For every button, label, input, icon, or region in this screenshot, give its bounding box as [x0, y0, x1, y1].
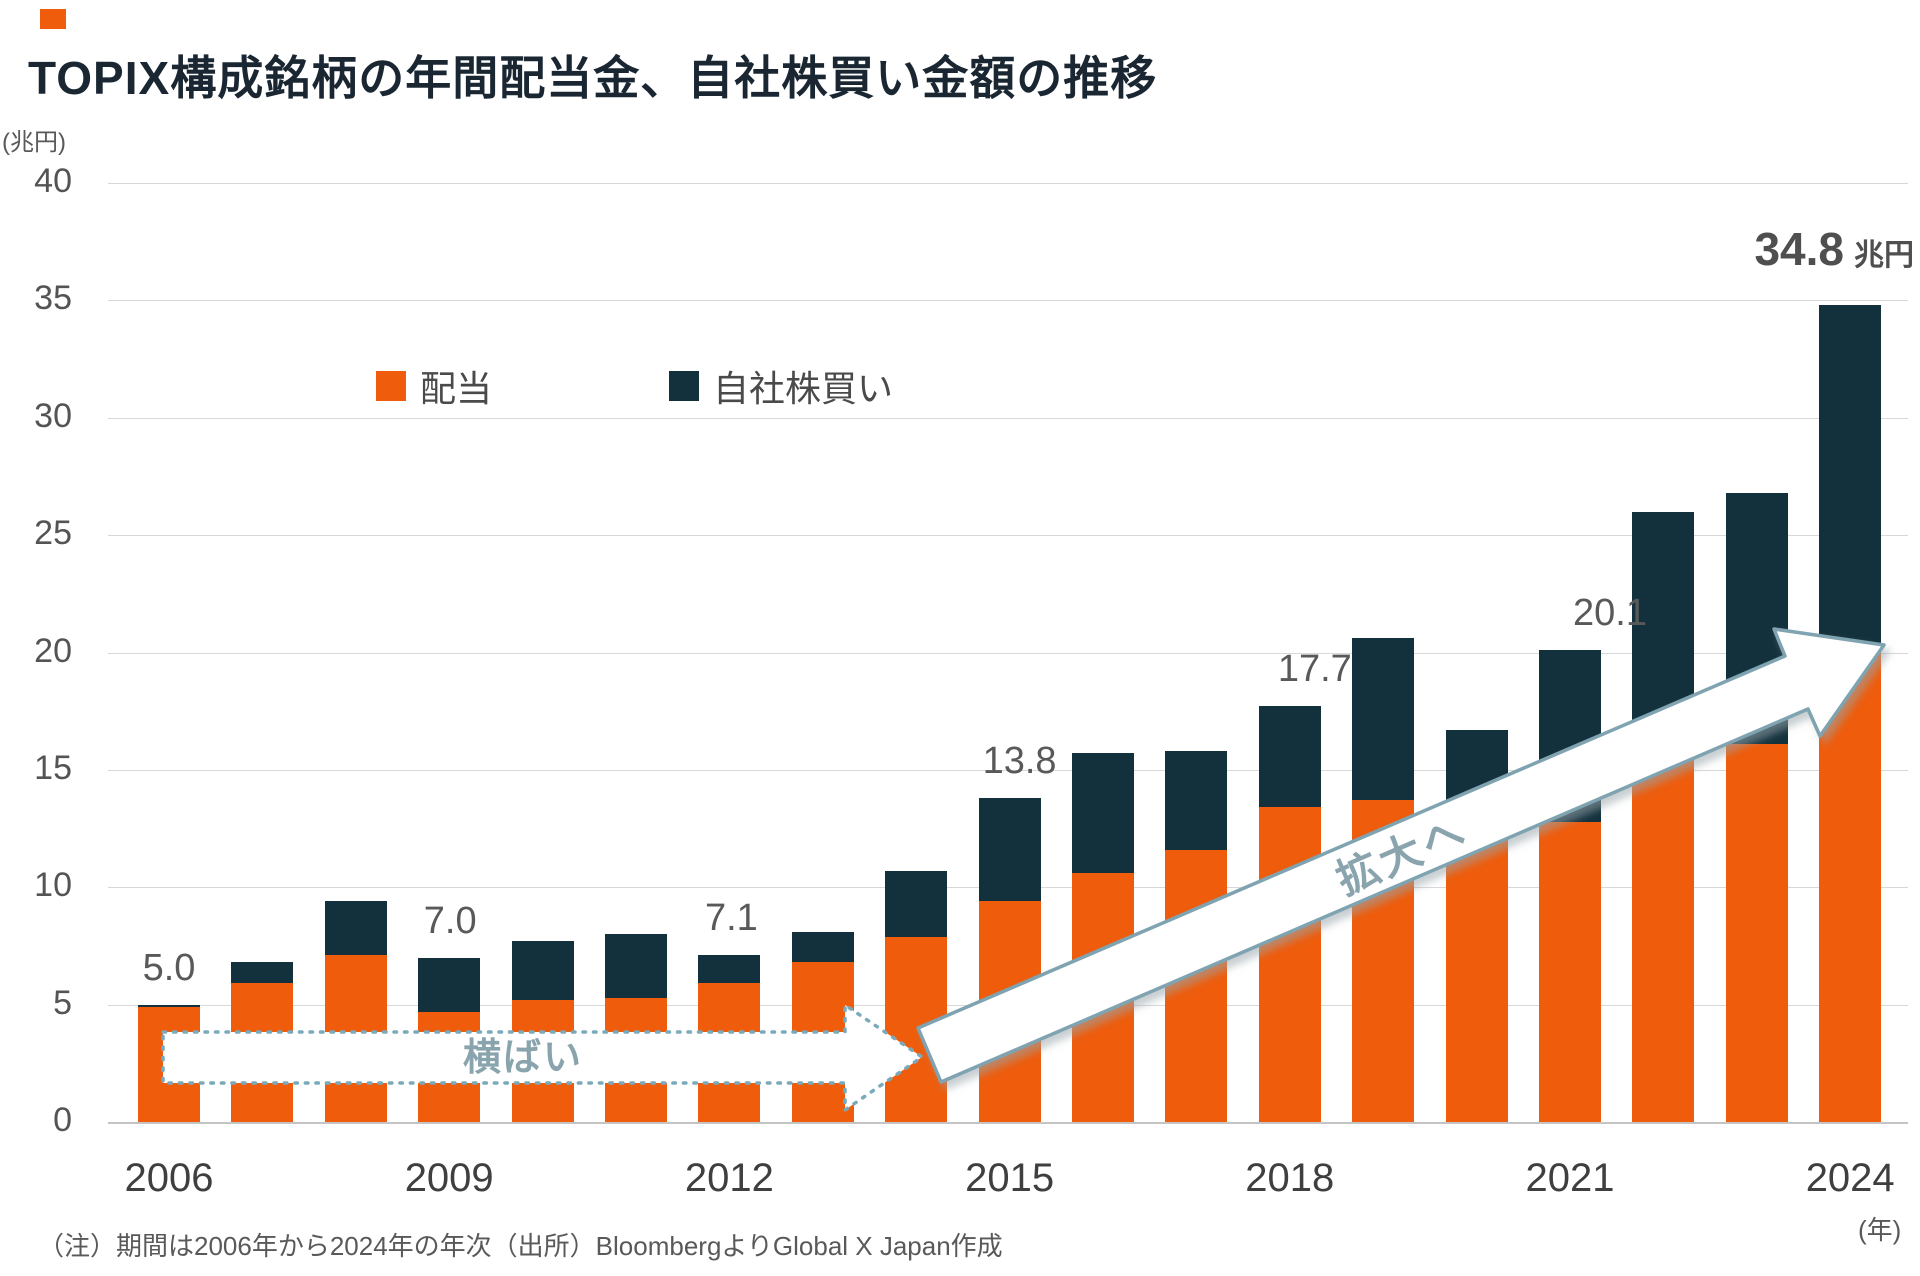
bar-2007-dividend [231, 983, 294, 1122]
y-tick-label: 25 [34, 514, 72, 553]
bar-2022-dividend [1632, 748, 1695, 1122]
bar-total-label-2015: 13.8 [982, 740, 1057, 783]
bar-total-label-2006: 5.0 [142, 946, 196, 989]
bar-2008-buyback [324, 901, 387, 956]
bar-total-label-2021: 20.1 [1573, 592, 1647, 635]
x-axis-unit-label: (年) [1858, 1215, 1902, 1245]
page-title: TOPIX構成銘柄の年間配当金、自社株買い金額の推移 [28, 52, 1158, 104]
gridline [108, 183, 1908, 184]
bar-2014-dividend [885, 936, 948, 1122]
final-value-label: 34.8 兆円 [1754, 222, 1914, 276]
bar-2011-dividend [605, 997, 667, 1122]
y-tick-label: 40 [34, 162, 72, 200]
legend-swatch-buyback-icon [669, 371, 699, 401]
bar-2021-buyback [1539, 650, 1601, 822]
bar-2020-buyback [1445, 729, 1508, 831]
bar-2015-buyback [978, 798, 1041, 902]
y-tick-label: 35 [34, 279, 72, 318]
bar-2023-buyback [1725, 492, 1788, 745]
bar-2019-dividend [1352, 800, 1415, 1122]
bar-2024-dividend [1819, 645, 1882, 1122]
x-tick-label-2009: 2009 [404, 1156, 494, 1200]
bar-total-label-2018: 17.7 [1277, 648, 1352, 691]
bar-2017-buyback [1165, 751, 1228, 850]
x-tick-label-2024: 2024 [1805, 1156, 1895, 1200]
gridline [108, 535, 1908, 537]
bar-2016-dividend [1072, 873, 1134, 1122]
bar-2018-buyback [1258, 706, 1321, 808]
legend-item-dividend: 配当 [376, 360, 492, 412]
bar-2011-buyback [605, 934, 667, 998]
x-tick-label-2021: 2021 [1525, 1156, 1615, 1200]
footer-note: （注）期間は2006年から2024年の年次（出所）BloombergよりGlob… [38, 1231, 1003, 1261]
gridline [108, 300, 1908, 302]
y-tick-label: 20 [34, 631, 72, 670]
bar-2009-buyback [418, 957, 481, 1012]
legend-label-dividend: 配当 [420, 368, 493, 409]
bar-2021-dividend [1539, 821, 1601, 1122]
final-value-unit: 兆円 [1854, 239, 1914, 272]
bar-2018-dividend [1258, 807, 1321, 1122]
orange-accent-square [40, 9, 66, 29]
final-value-number: 34.8 [1754, 223, 1844, 275]
x-axis-line [108, 1122, 1908, 1124]
x-tick-label-2012: 2012 [684, 1156, 774, 1200]
y-tick-label: 30 [34, 396, 72, 435]
bar-2023-dividend [1725, 744, 1788, 1122]
bar-2024-buyback [1819, 305, 1882, 646]
bar-2012-dividend [698, 983, 761, 1122]
y-axis-unit-label: (兆円) [2, 129, 66, 156]
y-tick-label: 0 [53, 1101, 72, 1139]
bar-2013-buyback [791, 931, 854, 963]
y-tick-label: 10 [34, 866, 72, 905]
bar-2020-dividend [1445, 830, 1508, 1122]
bar-2012-buyback [698, 955, 761, 984]
bar-2008-dividend [324, 955, 387, 1122]
gridline [108, 417, 1908, 419]
y-tick-label: 5 [53, 983, 72, 1022]
x-tick-label-2018: 2018 [1245, 1156, 1335, 1200]
bar-total-label-2012: 7.1 [704, 897, 758, 940]
bar-2014-buyback [885, 870, 948, 937]
bar-2013-dividend [791, 962, 854, 1122]
legend-label-buyback: 自社株買い [713, 368, 894, 409]
bar-2007-buyback [231, 962, 294, 984]
x-tick-label-2015: 2015 [965, 1156, 1055, 1200]
bar-2010-dividend [511, 999, 574, 1122]
bar-2006-buyback [138, 1004, 200, 1007]
legend-item-buyback: 自社株買い [669, 360, 893, 412]
legend-swatch-dividend-icon [376, 371, 406, 401]
x-tick-label-2006: 2006 [124, 1156, 214, 1200]
bar-2015-dividend [978, 901, 1041, 1122]
bar-2006-dividend [138, 1006, 200, 1122]
bar-2009-dividend [418, 1011, 481, 1122]
bar-2017-dividend [1165, 849, 1228, 1122]
bar-2010-buyback [511, 941, 574, 1000]
y-tick-label: 15 [34, 748, 72, 787]
bar-total-label-2009: 7.0 [423, 899, 477, 942]
